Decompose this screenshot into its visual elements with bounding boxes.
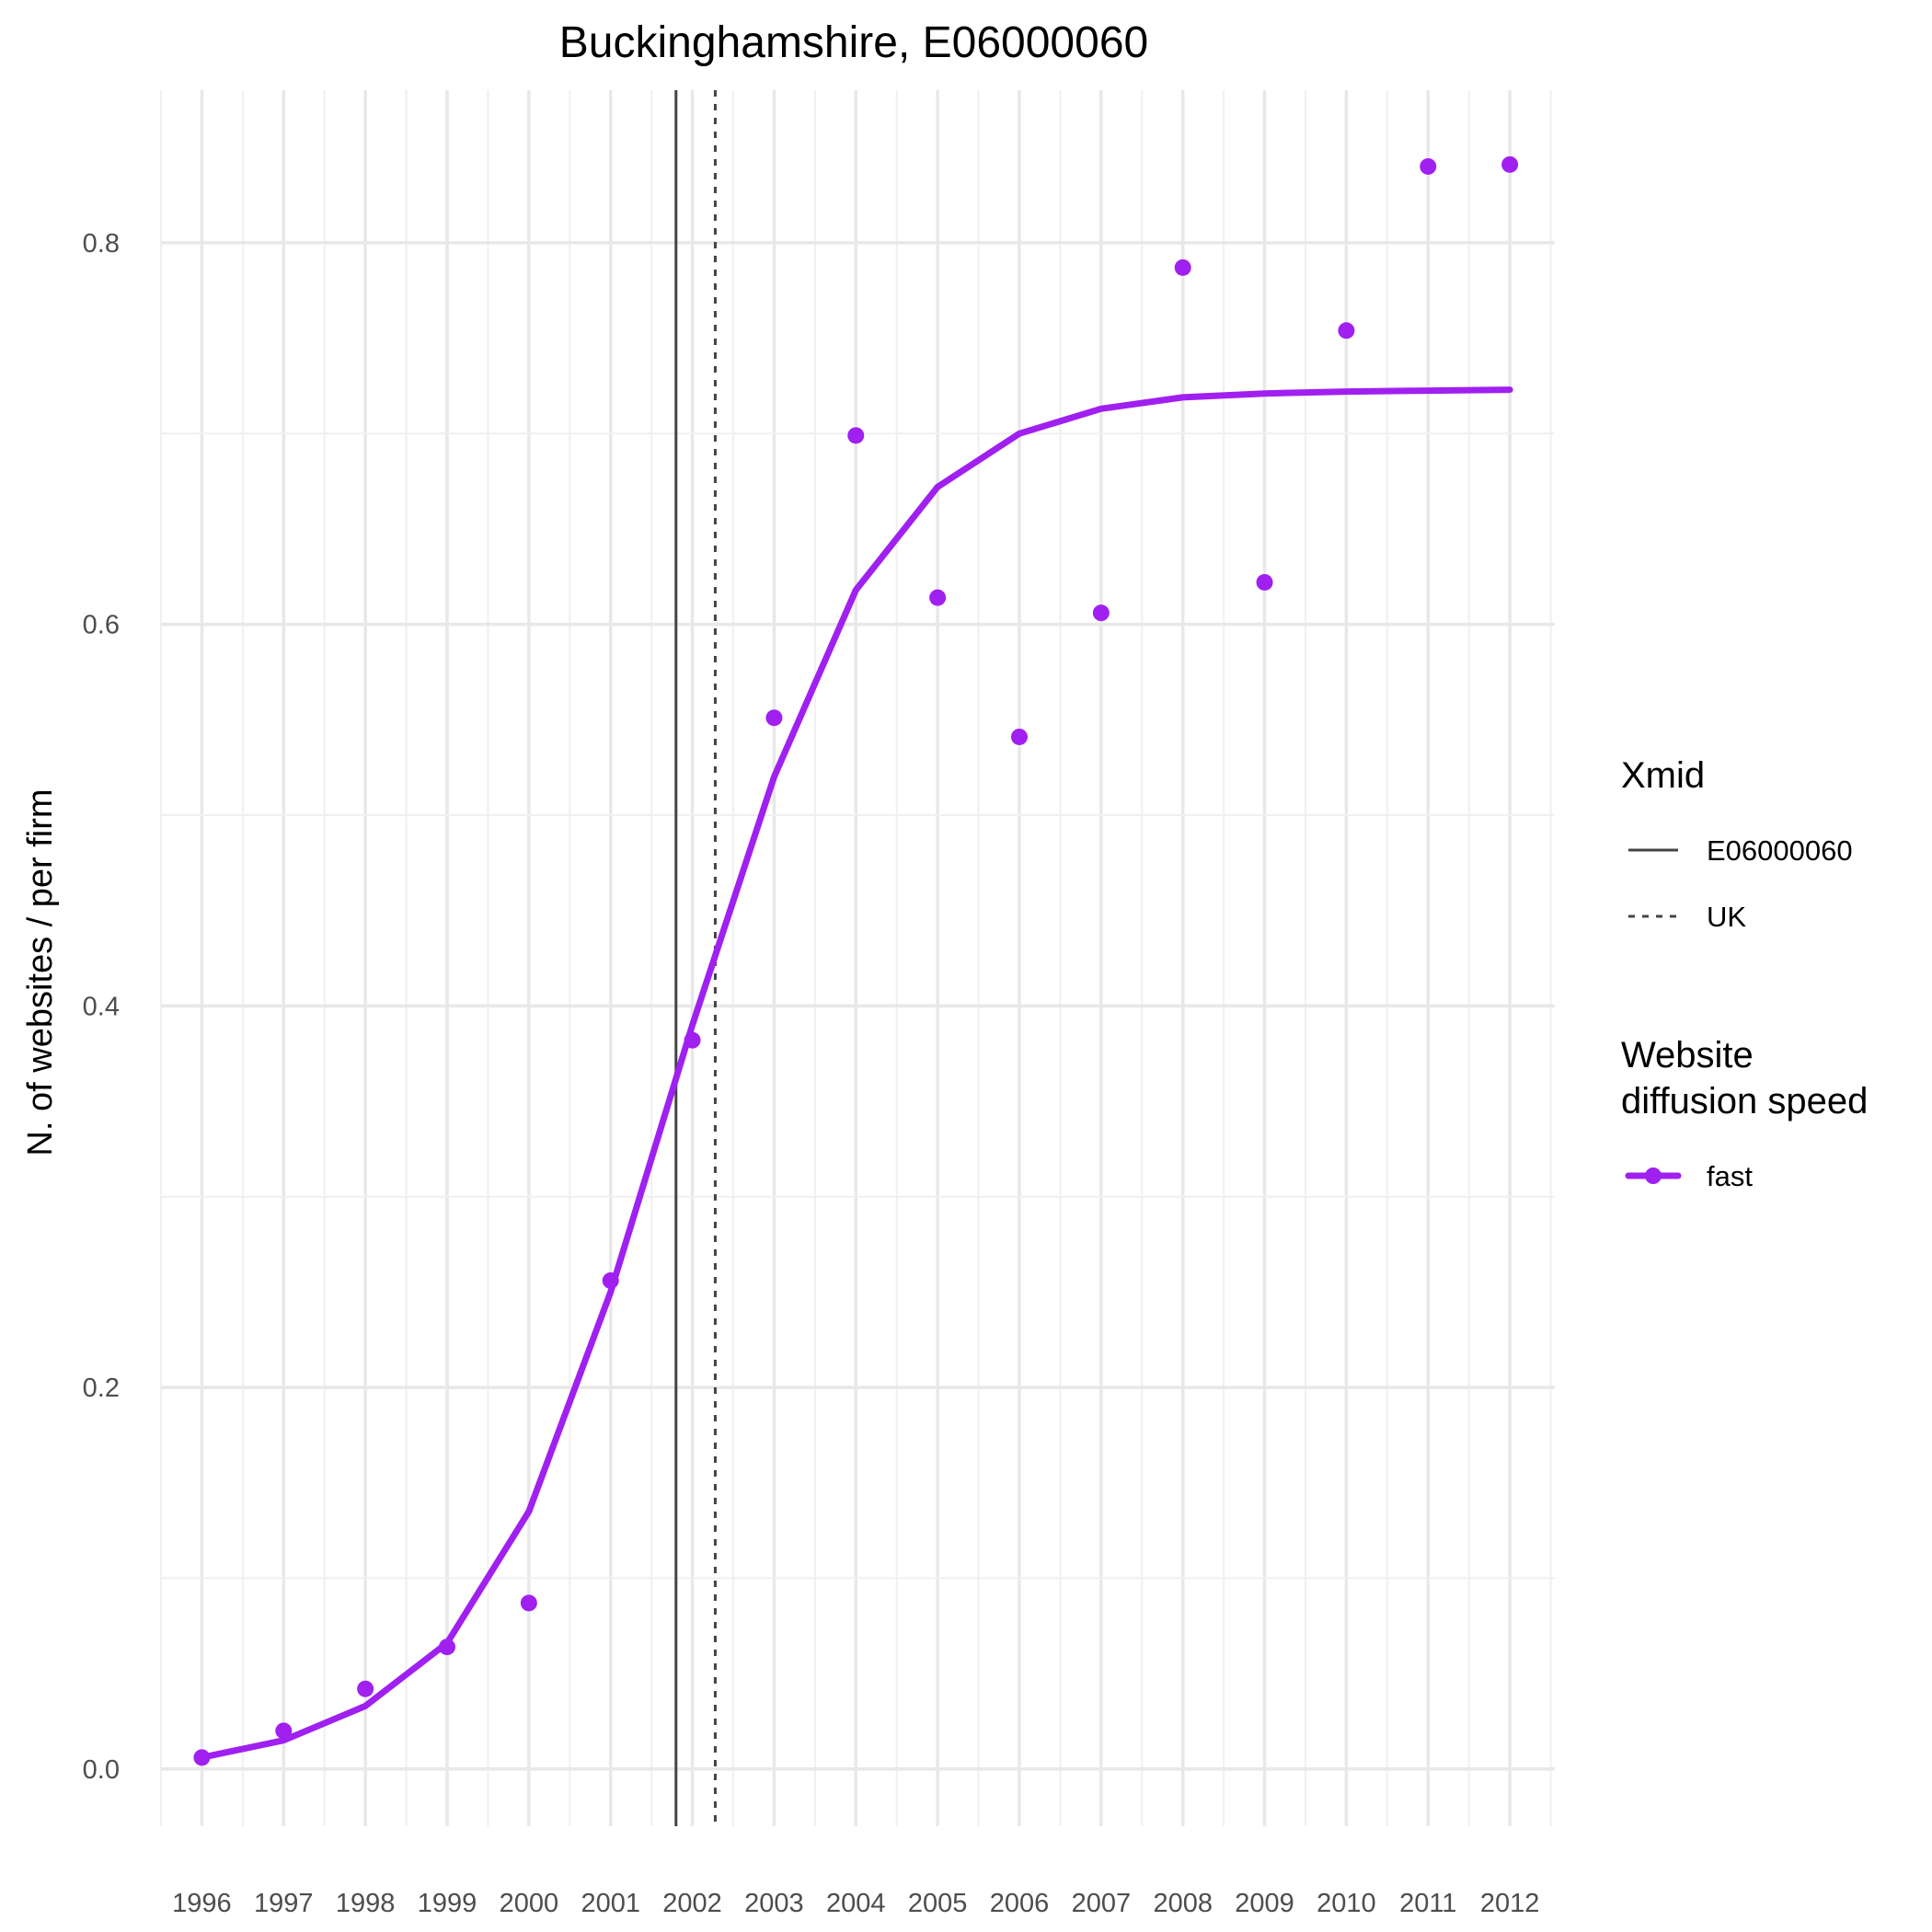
x-tick-label: 2006 xyxy=(990,1889,1050,1918)
legend-title-xmid: Xmid xyxy=(1621,755,1705,796)
y-tick-label: 0.8 xyxy=(83,229,120,259)
y-tick-label: 0.2 xyxy=(83,1374,120,1403)
data-point xyxy=(1256,573,1273,591)
x-tick-label: 1999 xyxy=(418,1889,477,1918)
data-point xyxy=(602,1271,619,1289)
fitted-line-fast xyxy=(198,386,1513,1761)
data-point xyxy=(438,1639,455,1656)
x-tick-label: 2000 xyxy=(500,1889,559,1918)
data-point xyxy=(1338,322,1355,339)
x-tick-label: 2011 xyxy=(1399,1889,1456,1918)
y-tick-label: 0.4 xyxy=(83,992,120,1021)
data-point xyxy=(847,427,865,444)
data-point xyxy=(1092,604,1110,622)
x-tick-label: 1996 xyxy=(172,1889,232,1918)
x-tick-label: 2001 xyxy=(581,1889,640,1918)
data-point xyxy=(1010,728,1028,745)
legend-label: UK xyxy=(1707,901,1746,933)
x-tick-label: 2005 xyxy=(908,1889,968,1918)
data-point xyxy=(520,1594,537,1612)
data-point xyxy=(1420,157,1437,175)
legend-key-point xyxy=(1645,1167,1662,1184)
reference-lines xyxy=(674,90,717,1826)
x-tick-label: 2009 xyxy=(1235,1889,1294,1918)
x-tick-label: 2012 xyxy=(1480,1889,1540,1918)
tick-labels: 1996 1997 1998 1999 2000 2001 2002 2003 2004 2005… xyxy=(83,229,1540,1918)
legend: Xmid E06000060 UK Website diffusion speed fas… xyxy=(1621,755,1868,1192)
x-tick-label: 1998 xyxy=(336,1889,396,1918)
y-axis-title: N. of websites / per firm xyxy=(21,788,60,1156)
x-tick-label: 2002 xyxy=(662,1889,722,1918)
x-tick-label: 2007 xyxy=(1072,1889,1132,1918)
data-point xyxy=(275,1722,293,1740)
grid xyxy=(160,90,1555,1826)
series-layer xyxy=(193,155,1519,1766)
legend-label: E06000060 xyxy=(1707,834,1853,867)
x-tick-label: 2010 xyxy=(1317,1889,1376,1918)
legend-title-speed: diffusion speed xyxy=(1621,1081,1868,1121)
data-point xyxy=(357,1680,374,1697)
legend-label: fast xyxy=(1707,1160,1753,1192)
x-tick-label: 2008 xyxy=(1153,1889,1213,1918)
x-tick-label: 1997 xyxy=(254,1889,314,1918)
legend-title-speed: Website xyxy=(1621,1035,1754,1075)
chart-title: Buckinghamshire, E06000060 xyxy=(559,18,1148,67)
data-point xyxy=(193,1749,211,1766)
data-point xyxy=(929,589,947,606)
data-point xyxy=(765,709,783,727)
data-point xyxy=(684,1031,701,1049)
x-tick-label: 2003 xyxy=(744,1889,804,1918)
data-point xyxy=(1174,259,1191,276)
x-tick-label: 2004 xyxy=(826,1889,886,1918)
y-tick-label: 0.6 xyxy=(83,611,120,640)
y-tick-label: 0.0 xyxy=(83,1755,120,1785)
data-point xyxy=(1501,155,1519,173)
